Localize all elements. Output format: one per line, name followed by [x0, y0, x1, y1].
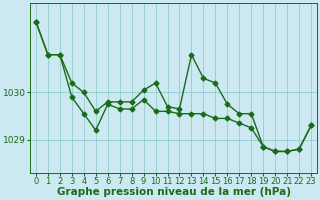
X-axis label: Graphe pression niveau de la mer (hPa): Graphe pression niveau de la mer (hPa) [57, 187, 291, 197]
